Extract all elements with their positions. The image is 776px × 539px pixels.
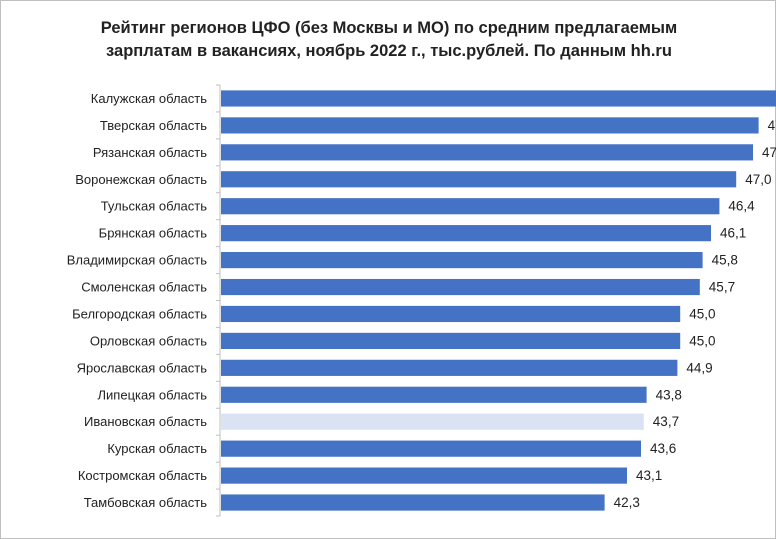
chart-title: Рейтинг регионов ЦФО (без Москвы и МО) п… xyxy=(1,17,775,63)
category-label: Ивановская область xyxy=(84,414,207,429)
value-label: 44,9 xyxy=(686,360,712,375)
value-label: 43,8 xyxy=(656,387,682,402)
bar xyxy=(221,278,700,296)
chart-title-line-1: Рейтинг регионов ЦФО (без Москвы и МО) п… xyxy=(100,19,678,37)
bar xyxy=(221,494,605,511)
value-label: 47,0 xyxy=(745,172,771,187)
value-label: 45,0 xyxy=(689,333,715,348)
bar xyxy=(221,305,681,323)
bar xyxy=(221,413,644,430)
bar xyxy=(221,144,753,161)
bar xyxy=(221,225,711,242)
value-label: 43,7 xyxy=(653,414,679,429)
value-label: 43,6 xyxy=(650,441,676,456)
category-label: Тамбовская область xyxy=(84,495,208,510)
value-label: 45,7 xyxy=(709,280,735,295)
category-label: Белгородская область xyxy=(72,306,207,321)
value-label: 45,0 xyxy=(689,306,715,321)
category-label: Рязанская область xyxy=(93,145,207,160)
value-label: 43,1 xyxy=(636,468,662,483)
category-label: Тульская область xyxy=(101,199,207,214)
category-label: Смоленская область xyxy=(81,280,207,295)
value-label: 46,1 xyxy=(720,226,746,241)
bar xyxy=(221,359,678,376)
category-label: Орловская область xyxy=(90,333,207,348)
category-label: Курская область xyxy=(107,441,207,456)
bar xyxy=(221,171,737,188)
category-label: Ярославская область xyxy=(77,360,208,375)
category-label: Владимирская область xyxy=(67,253,207,268)
category-label: Костромская область xyxy=(78,468,207,483)
category-label: Брянская область xyxy=(99,226,208,241)
bar xyxy=(221,332,681,349)
bar xyxy=(221,440,641,457)
value-label: 47,8 xyxy=(768,118,776,133)
bar xyxy=(221,198,720,215)
value-label: 42,3 xyxy=(614,495,640,510)
category-label: Воронежская область xyxy=(75,172,207,187)
value-label: 47,6 xyxy=(762,145,776,160)
category-label: Тверская область xyxy=(100,118,207,133)
value-label: 46,4 xyxy=(728,199,755,214)
chart-title-line-2: зарплатам в вакансиях, ноябрь 2022 г., т… xyxy=(106,42,672,60)
bar xyxy=(221,386,647,403)
value-label: 45,8 xyxy=(712,253,738,268)
bar xyxy=(221,90,776,107)
bar xyxy=(221,117,759,134)
category-label: Калужская область xyxy=(91,91,207,106)
bar xyxy=(221,252,703,269)
category-label: Липецкая область xyxy=(98,387,208,402)
bar xyxy=(221,467,627,484)
